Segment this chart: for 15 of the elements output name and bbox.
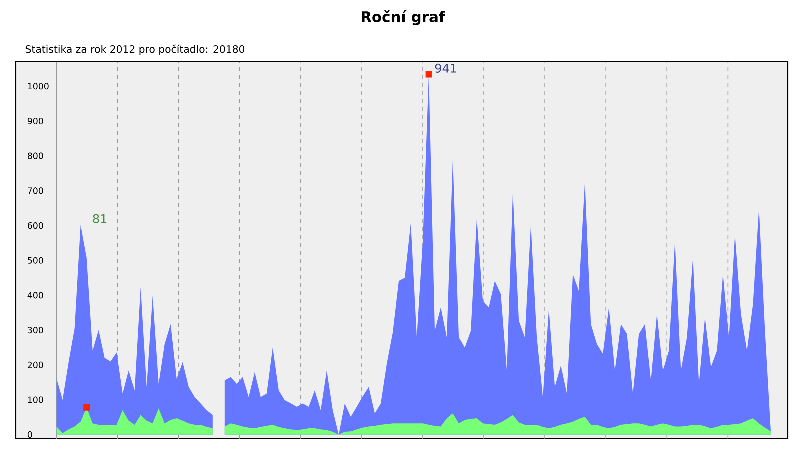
annotation: 941 xyxy=(435,64,456,73)
y-tick-label: 800 xyxy=(28,152,44,160)
chart-title: Roční graf xyxy=(362,10,446,26)
y-tick-label: 600 xyxy=(28,222,44,230)
y-tick-label: 200 xyxy=(28,362,44,368)
annotation: 81 xyxy=(93,214,107,224)
y-tick-label: 700 xyxy=(28,188,44,194)
y-tick-label: 500 xyxy=(28,257,44,264)
y-tick-label: 300 xyxy=(28,327,44,334)
chart-subtitle: Statistika za rok 2012 pro počítadlo: 20180 xyxy=(26,44,245,56)
y-tick-label: 1000 xyxy=(28,83,49,90)
y-tick-label: 900 xyxy=(28,118,44,125)
y-tick-label: 0 xyxy=(28,432,32,438)
y-tick-label: 100 xyxy=(28,396,44,404)
y-tick-label: 400 xyxy=(28,292,44,299)
